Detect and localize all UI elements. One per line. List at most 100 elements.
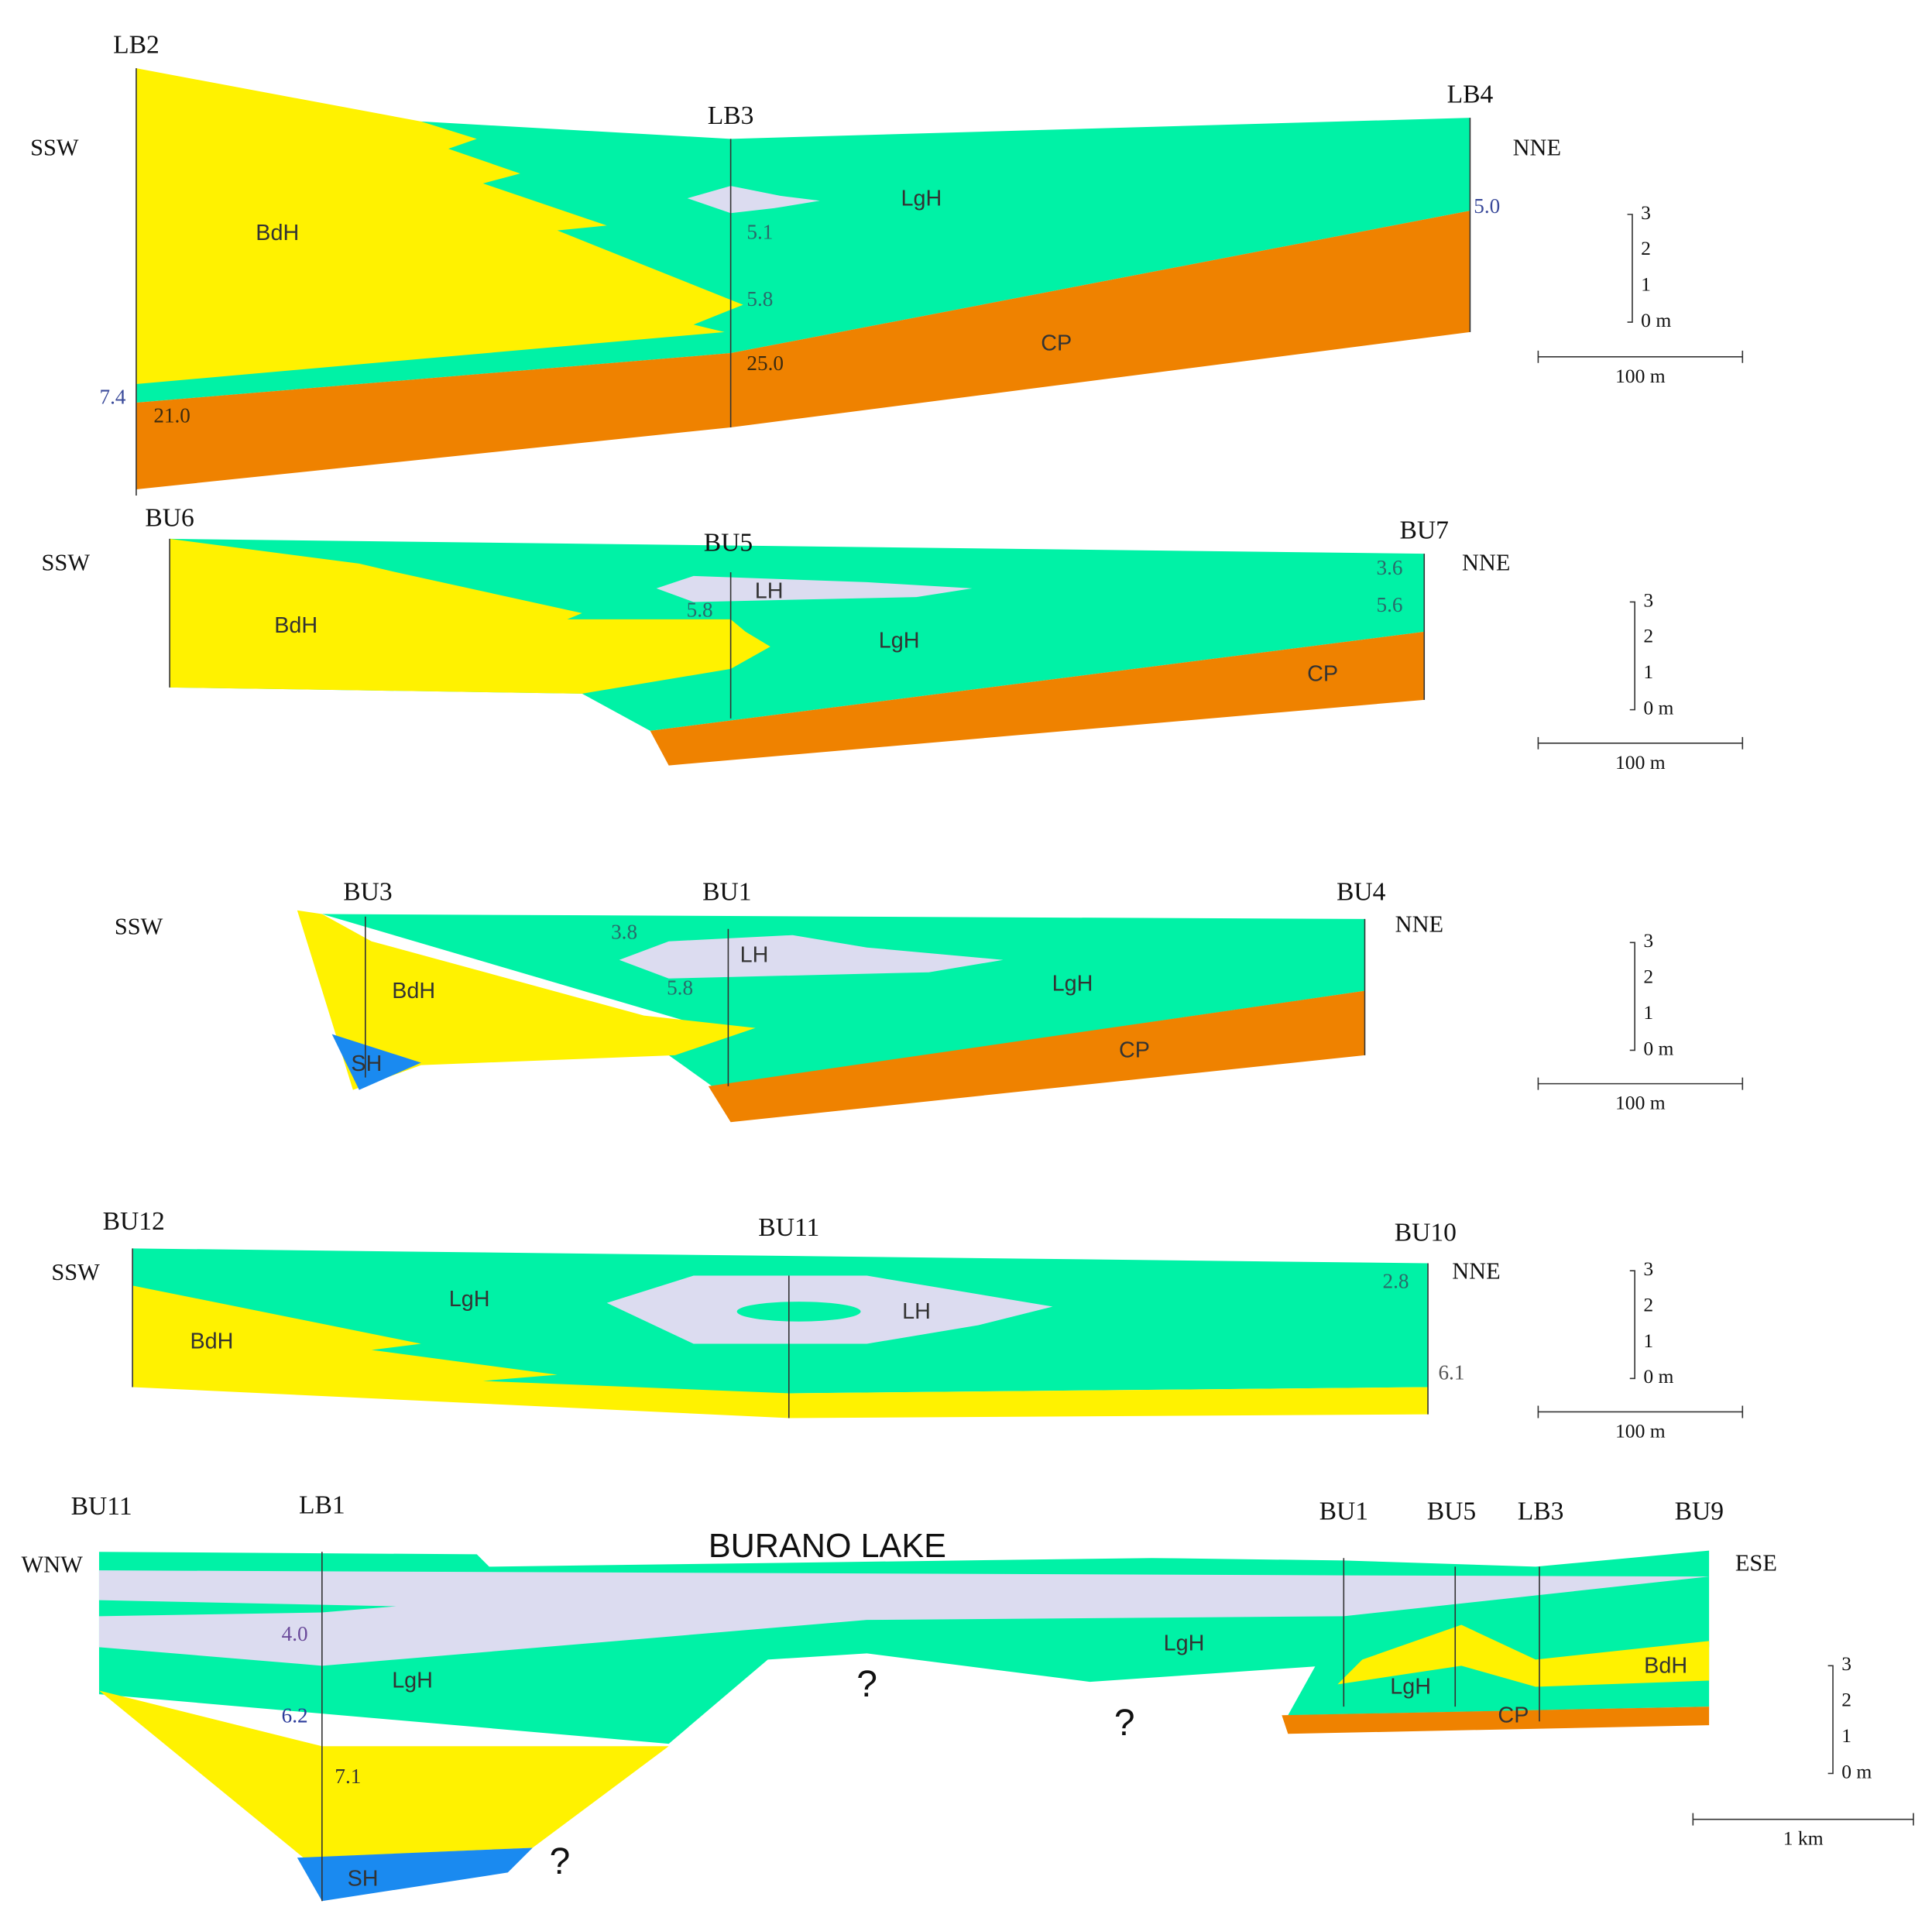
borehole-label: LB1 xyxy=(299,1490,345,1519)
borehole-label: BU10 xyxy=(1395,1218,1457,1247)
layer-lgh xyxy=(321,914,1365,1086)
borehole-label: BU7 xyxy=(1400,516,1449,545)
borehole-line xyxy=(365,916,1366,1086)
layer-sh xyxy=(331,1034,421,1090)
scale-tick-label: 1 xyxy=(1641,273,1651,296)
unit-label: BdH xyxy=(256,221,299,245)
layer-bdh xyxy=(136,68,743,384)
borehole-label: BU4 xyxy=(1337,878,1386,907)
scale-tick-label: 0 m xyxy=(1641,309,1671,331)
layer-bdh xyxy=(98,1690,669,1858)
orientation: SSW xyxy=(30,135,79,161)
orientation: WNW xyxy=(22,1551,84,1577)
borehole-label: BU5 xyxy=(1427,1497,1476,1525)
borehole-line xyxy=(321,1552,1540,1902)
scale-bar-label: 100 m xyxy=(1615,1092,1666,1114)
scale-bar-label: 100 m xyxy=(1615,751,1666,774)
layer-lh xyxy=(619,935,1004,979)
depth-label: 3.6 xyxy=(1376,556,1402,579)
uncertain-mark: ? xyxy=(1114,1703,1135,1744)
scale-tick-label: 1 xyxy=(1841,1724,1851,1747)
unit-label: LgH xyxy=(449,1287,490,1312)
vertical-scale xyxy=(1627,214,1633,323)
vertical-scale xyxy=(1827,1665,1834,1775)
scale-tick-label: 3 xyxy=(1641,201,1651,224)
borehole-line xyxy=(132,1248,1429,1418)
lake-title: BURANO LAKE xyxy=(709,1528,946,1565)
orientation: SSW xyxy=(115,914,163,940)
scale-tick-label: 3 xyxy=(1643,929,1653,952)
scale-tick-label: 2 xyxy=(1643,625,1653,647)
unit-label: BdH xyxy=(274,613,317,638)
unit-label: LH xyxy=(740,943,769,968)
scale-tick-label: 2 xyxy=(1643,1293,1653,1316)
layer-sh xyxy=(297,1847,533,1902)
depth-label: 3.8 xyxy=(611,920,637,943)
layer-cp xyxy=(650,631,1425,766)
layer-bdh xyxy=(1337,1624,1710,1687)
depth-label: 6.1 xyxy=(1438,1361,1464,1384)
borehole-label: LB2 xyxy=(113,31,160,60)
horizontal-scale xyxy=(1692,1813,1914,1826)
scale-bar-label: 100 m xyxy=(1615,1420,1666,1442)
borehole-label: BU6 xyxy=(145,504,194,533)
depth-label: 2.8 xyxy=(1382,1269,1409,1292)
depth-label: 25.0 xyxy=(746,352,784,375)
unit-label: SH xyxy=(351,1051,382,1076)
unit-label: BdH xyxy=(190,1329,234,1354)
scale-tick-label: 0 m xyxy=(1841,1760,1872,1782)
layer-lh xyxy=(687,186,820,214)
scale-bars: 3 2 1 0 m 100 m 3 2 1 0 m 100 m 3 2 1 0 m 100 m 3 2 1 0 m 1… xyxy=(1537,201,1914,1850)
unit-label: CP xyxy=(1498,1703,1529,1728)
section-1: LB2 LB3 LB4 SSW NNE BdH LgH CP 7.4 21.0 … xyxy=(30,31,1561,496)
borehole-line xyxy=(136,68,1471,496)
depth-label: 6.2 xyxy=(282,1704,308,1727)
borehole-label: BU11 xyxy=(71,1492,132,1521)
scale-tick-label: 3 xyxy=(1643,588,1653,611)
orientation: NNE xyxy=(1395,911,1443,937)
depth-label: 5.0 xyxy=(1474,194,1500,218)
layer-cp xyxy=(1282,1707,1710,1734)
unit-label: LH xyxy=(902,1299,931,1324)
scale-tick-label: 1 xyxy=(1643,660,1653,683)
horizontal-scale xyxy=(1537,350,1744,363)
scale-tick-label: 2 xyxy=(1643,966,1653,988)
unit-label: LgH xyxy=(1390,1675,1431,1700)
unit-label: LgH xyxy=(879,628,920,653)
orientation: NNE xyxy=(1513,135,1561,161)
unit-label: BdH xyxy=(392,979,435,1003)
scale-bar-label: 100 m xyxy=(1615,365,1666,387)
borehole-label: LB3 xyxy=(1518,1497,1564,1525)
unit-label: LgH xyxy=(392,1669,433,1693)
depth-label: 5.8 xyxy=(746,287,773,310)
layer-cp xyxy=(708,990,1365,1123)
unit-label: CP xyxy=(1119,1038,1150,1063)
section-5: BU11 LB1 BU1 BU5 LB3 BU9 BURANO LAKE WNW… xyxy=(22,1490,1777,1902)
horizontal-scale xyxy=(1537,1405,1744,1418)
unit-label: BdH xyxy=(1644,1654,1687,1679)
depth-label: 7.4 xyxy=(100,385,126,408)
uncertain-mark: ? xyxy=(856,1664,877,1705)
orientation: ESE xyxy=(1735,1550,1777,1576)
scale-tick-label: 3 xyxy=(1841,1652,1851,1675)
layer-bdh xyxy=(170,538,770,694)
scale-tick-label: 1 xyxy=(1643,1001,1653,1024)
scale-bar-label: 1 km xyxy=(1783,1827,1824,1850)
section-3: BU3 BU1 BU4 SSW NNE BdH SH LH LgH CP 3.8… xyxy=(115,878,1443,1123)
unit-label: CP xyxy=(1307,661,1338,686)
scale-tick-label: 0 m xyxy=(1643,1037,1673,1059)
depth-label: 5.8 xyxy=(687,599,713,622)
borehole-label: BU1 xyxy=(702,878,751,907)
unit-label: LgH xyxy=(1052,971,1093,996)
borehole-label: BU9 xyxy=(1675,1497,1724,1525)
depth-label: 5.8 xyxy=(667,976,693,999)
borehole-label: BU5 xyxy=(704,529,753,557)
borehole-label: BU12 xyxy=(103,1207,165,1236)
scale-tick-label: 3 xyxy=(1643,1257,1653,1280)
borehole-label: LB4 xyxy=(1447,81,1494,109)
depth-label: 21.0 xyxy=(153,403,190,427)
section-4: BU12 BU11 BU10 SSW NNE LgH BdH LH 2.8 6.… xyxy=(51,1207,1501,1418)
layer-lgh-lens xyxy=(736,1302,861,1322)
horizontal-scale xyxy=(1537,1077,1744,1090)
layer-cp xyxy=(136,211,1470,489)
